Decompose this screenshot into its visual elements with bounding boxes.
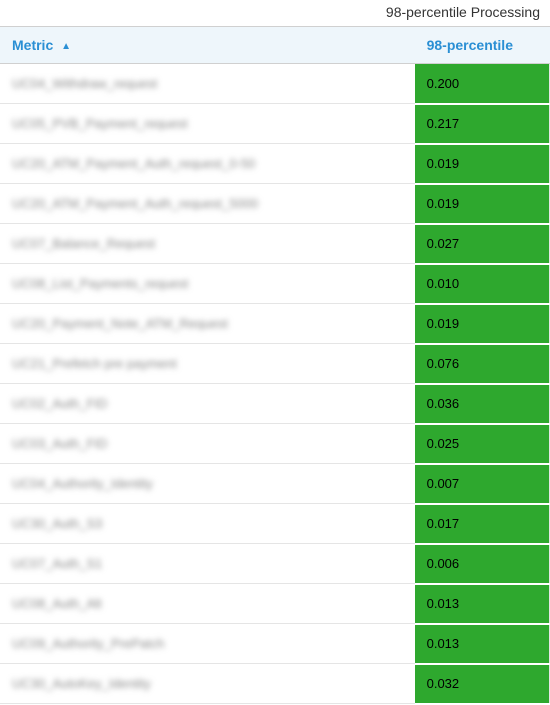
metric-cell: UC08_Auth_Alt bbox=[0, 584, 415, 624]
metric-cell: UC30_Auth_S3 bbox=[0, 504, 415, 544]
metric-cell: UC02_Auth_FID bbox=[0, 384, 415, 424]
metric-cell: UC20_ATM_Payment_Auth_request_0-50 bbox=[0, 144, 415, 184]
metric-cell: UC20_Payment_Note_ATM_Request bbox=[0, 304, 415, 344]
column-header-metric-label: Metric bbox=[12, 37, 53, 53]
metric-cell: UC09_Authority_PrePatch bbox=[0, 624, 415, 664]
metric-cell: UC07_Balance_Request bbox=[0, 224, 415, 264]
table-row: UC07_Balance_Request0.027 bbox=[0, 224, 550, 264]
value-cell: 0.006 bbox=[415, 544, 550, 584]
value-cell: 0.217 bbox=[415, 104, 550, 144]
table-row: UC20_ATM_Payment_Auth_request_0-500.019 bbox=[0, 144, 550, 184]
value-cell: 0.013 bbox=[415, 584, 550, 624]
metric-cell: UC08_List_Payments_request bbox=[0, 264, 415, 304]
metric-cell: UC03_Auth_FID bbox=[0, 424, 415, 464]
table-row: UC03_Auth_FID0.025 bbox=[0, 424, 550, 464]
value-cell: 0.032 bbox=[415, 664, 550, 704]
metric-cell: UC07_Auth_S1 bbox=[0, 544, 415, 584]
table-row: UC04_Withdraw_request0.200 bbox=[0, 64, 550, 104]
value-cell: 0.019 bbox=[415, 304, 550, 344]
table-row: UC07_Auth_S10.006 bbox=[0, 544, 550, 584]
value-cell: 0.019 bbox=[415, 144, 550, 184]
table-row: UC04_Authority_Identity0.007 bbox=[0, 464, 550, 504]
value-cell: 0.019 bbox=[415, 184, 550, 224]
metrics-table: Metric ▲ 98-percentile UC04_Withdraw_req… bbox=[0, 26, 550, 705]
table-row: UC20_ATM_Payment_Auth_request_50000.019 bbox=[0, 184, 550, 224]
table-row: UC05_PVB_Payment_request0.217 bbox=[0, 104, 550, 144]
value-cell: 0.036 bbox=[415, 384, 550, 424]
value-cell: 0.025 bbox=[415, 424, 550, 464]
table-row: UC08_Auth_Alt0.013 bbox=[0, 584, 550, 624]
table-row: UC08_List_Payments_request0.010 bbox=[0, 264, 550, 304]
table-header-row: Metric ▲ 98-percentile bbox=[0, 27, 550, 64]
column-header-percentile-label: 98-percentile bbox=[427, 37, 513, 53]
metric-cell: UC04_Authority_Identity bbox=[0, 464, 415, 504]
value-cell: 0.010 bbox=[415, 264, 550, 304]
table-row: UC30_AutoKey_Identity0.032 bbox=[0, 664, 550, 704]
metric-cell: UC04_Withdraw_request bbox=[0, 64, 415, 104]
table-row: UC09_Authority_PrePatch0.013 bbox=[0, 624, 550, 664]
table-row: UC20_Payment_Note_ATM_Request0.019 bbox=[0, 304, 550, 344]
table-row: UC21_Prefetch pre payment0.076 bbox=[0, 344, 550, 384]
table-row: UC02_Auth_FID0.036 bbox=[0, 384, 550, 424]
metric-cell: UC05_PVB_Payment_request bbox=[0, 104, 415, 144]
metric-cell: UC21_Prefetch pre payment bbox=[0, 344, 415, 384]
value-cell: 0.076 bbox=[415, 344, 550, 384]
value-cell: 0.017 bbox=[415, 504, 550, 544]
value-cell: 0.027 bbox=[415, 224, 550, 264]
column-header-percentile[interactable]: 98-percentile bbox=[415, 27, 550, 64]
value-cell: 0.013 bbox=[415, 624, 550, 664]
table-row: UC30_Auth_S30.017 bbox=[0, 504, 550, 544]
value-cell: 0.007 bbox=[415, 464, 550, 504]
sort-ascending-icon: ▲ bbox=[61, 41, 71, 52]
metric-cell: UC20_ATM_Payment_Auth_request_5000 bbox=[0, 184, 415, 224]
chart-title: 98-percentile Processing bbox=[0, 0, 550, 26]
column-header-metric[interactable]: Metric ▲ bbox=[0, 27, 415, 64]
value-cell: 0.200 bbox=[415, 64, 550, 104]
metric-cell: UC30_AutoKey_Identity bbox=[0, 664, 415, 704]
